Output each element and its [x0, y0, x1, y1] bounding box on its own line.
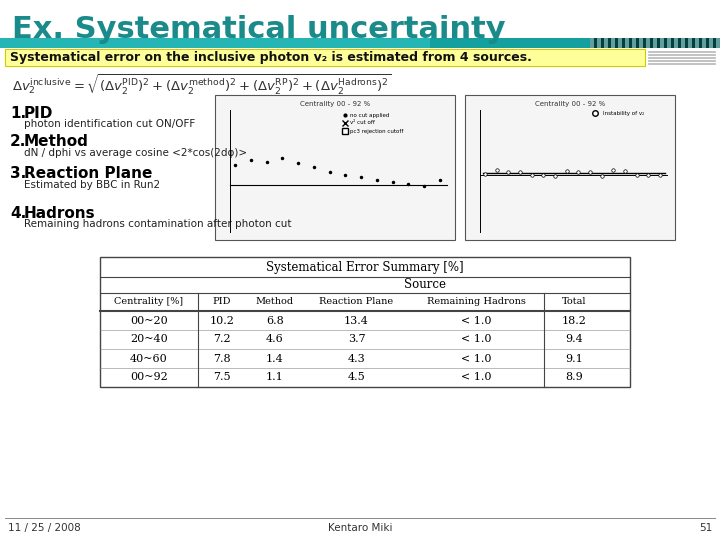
Bar	[597, 38, 601, 48]
Bar	[667, 38, 671, 48]
Text: 18.2: 18.2	[562, 315, 586, 326]
Text: 4.: 4.	[10, 206, 26, 220]
Bar	[590, 38, 594, 48]
Text: Systematical error on the inclusive photon v₂ is estimated from 4 sources.: Systematical error on the inclusive phot…	[10, 51, 532, 64]
Text: 00~20: 00~20	[130, 315, 168, 326]
Text: $\Delta v_2^{\rm inclusive} = \sqrt{(\Delta v_2^{\rm PID})^2 + (\Delta v_2^{\rm : $\Delta v_2^{\rm inclusive} = \sqrt{(\De…	[12, 73, 392, 97]
Text: 20~40: 20~40	[130, 334, 168, 345]
Text: < 1.0: < 1.0	[462, 373, 492, 382]
Bar	[674, 38, 678, 48]
Bar	[709, 38, 713, 48]
Text: 9.4: 9.4	[565, 334, 583, 345]
Text: 4.6: 4.6	[266, 334, 284, 345]
Bar	[646, 38, 650, 48]
Text: 11 / 25 / 2008: 11 / 25 / 2008	[8, 523, 81, 533]
Text: Method: Method	[24, 134, 89, 150]
Text: 6.8: 6.8	[266, 315, 284, 326]
Text: < 1.0: < 1.0	[462, 354, 492, 363]
Text: Remaining Hadrons: Remaining Hadrons	[427, 298, 526, 307]
Bar	[465, 95, 675, 240]
Text: Instability of v₂: Instability of v₂	[603, 111, 644, 116]
Text: 13.4: 13.4	[344, 315, 369, 326]
Text: dN / dphi vs average cosine <2*cos(2dφ)>: dN / dphi vs average cosine <2*cos(2dφ)>	[24, 148, 247, 158]
Bar	[5, 49, 645, 66]
Text: 10.2: 10.2	[210, 315, 235, 326]
Text: Estimated by BBC in Run2: Estimated by BBC in Run2	[24, 180, 160, 190]
Bar	[681, 38, 685, 48]
Text: Hadrons: Hadrons	[24, 206, 96, 220]
Text: Centrality 00 - 92 %: Centrality 00 - 92 %	[535, 101, 605, 107]
Text: Kentaro Miki: Kentaro Miki	[328, 523, 392, 533]
Text: 3.7: 3.7	[348, 334, 365, 345]
Bar	[618, 38, 622, 48]
Text: Method: Method	[256, 298, 294, 307]
Text: 4.5: 4.5	[348, 373, 365, 382]
Bar	[611, 38, 615, 48]
Text: 1.4: 1.4	[266, 354, 284, 363]
Text: < 1.0: < 1.0	[462, 334, 492, 345]
Bar	[695, 38, 699, 48]
Bar	[100, 257, 630, 387]
Text: < 1.0: < 1.0	[462, 315, 492, 326]
Text: PID: PID	[212, 298, 231, 307]
Text: 7.2: 7.2	[213, 334, 231, 345]
Bar	[590, 38, 720, 48]
Text: pc3 rejection cutoff: pc3 rejection cutoff	[350, 129, 403, 133]
Text: 2.: 2.	[10, 134, 27, 150]
Text: 40~60: 40~60	[130, 354, 168, 363]
Text: Centrality 00 - 92 %: Centrality 00 - 92 %	[300, 101, 370, 107]
Bar	[639, 38, 643, 48]
Text: 1.1: 1.1	[266, 373, 284, 382]
Text: 1.: 1.	[10, 105, 26, 120]
Bar	[688, 38, 692, 48]
Text: v² cut off: v² cut off	[350, 120, 375, 125]
Text: Reaction Plane: Reaction Plane	[320, 298, 394, 307]
Bar	[625, 38, 629, 48]
Text: Remaining hadrons contamination after photon cut: Remaining hadrons contamination after ph…	[24, 219, 292, 229]
Text: Reaction Plane: Reaction Plane	[24, 166, 153, 181]
Text: no cut applied: no cut applied	[350, 112, 390, 118]
Bar	[604, 38, 608, 48]
Text: 7.8: 7.8	[213, 354, 231, 363]
Text: 7.5: 7.5	[213, 373, 231, 382]
Text: 51: 51	[698, 523, 712, 533]
Text: Centrality [%]: Centrality [%]	[114, 298, 184, 307]
Text: Source: Source	[404, 279, 446, 292]
Bar	[430, 38, 590, 48]
Bar	[215, 95, 455, 240]
Text: Systematical Error Summary [%]: Systematical Error Summary [%]	[266, 260, 464, 273]
Text: 00~92: 00~92	[130, 373, 168, 382]
Text: 4.3: 4.3	[348, 354, 365, 363]
Bar	[702, 38, 706, 48]
Text: 8.9: 8.9	[565, 373, 583, 382]
Bar	[660, 38, 664, 48]
Text: 9.1: 9.1	[565, 354, 583, 363]
Text: 3.: 3.	[10, 166, 26, 181]
Bar	[0, 38, 430, 48]
Text: photon identification cut ON/OFF: photon identification cut ON/OFF	[24, 119, 195, 129]
Text: Total: Total	[562, 298, 586, 307]
Bar	[653, 38, 657, 48]
Bar	[716, 38, 720, 48]
Bar	[632, 38, 636, 48]
Text: PID: PID	[24, 105, 53, 120]
Text: Ex. Systematical uncertainty: Ex. Systematical uncertainty	[12, 16, 505, 44]
